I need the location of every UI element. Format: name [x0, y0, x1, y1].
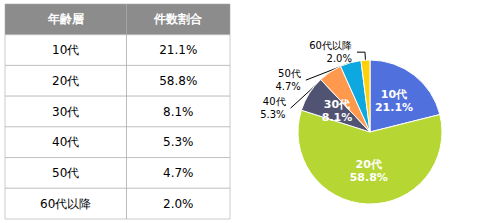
- svg-text:8.1%: 8.1%: [322, 111, 353, 124]
- svg-text:5.3%: 5.3%: [260, 109, 285, 120]
- svg-text:50代: 50代: [52, 166, 79, 180]
- svg-text:10代: 10代: [381, 88, 407, 101]
- svg-text:40代: 40代: [263, 96, 286, 107]
- svg-text:件数割合: 件数割合: [153, 12, 203, 26]
- svg-text:58.8%: 58.8%: [159, 74, 197, 88]
- svg-text:30代: 30代: [324, 98, 350, 111]
- svg-text:60代以降: 60代以降: [309, 40, 352, 51]
- svg-text:20代: 20代: [356, 158, 382, 171]
- svg-text:50代: 50代: [278, 68, 301, 79]
- svg-text:5.3%: 5.3%: [163, 135, 194, 149]
- svg-text:2.0%: 2.0%: [327, 53, 352, 64]
- svg-text:21.1%: 21.1%: [375, 101, 413, 114]
- svg-text:21.1%: 21.1%: [159, 43, 197, 57]
- svg-text:4.7%: 4.7%: [275, 81, 300, 92]
- svg-text:60代以降: 60代以降: [40, 197, 91, 211]
- svg-text:40代: 40代: [52, 135, 79, 149]
- svg-text:20代: 20代: [52, 74, 79, 88]
- svg-text:2.0%: 2.0%: [163, 197, 194, 211]
- svg-text:30代: 30代: [52, 105, 79, 119]
- svg-text:年齢層: 年齢層: [47, 12, 84, 26]
- svg-text:58.8%: 58.8%: [350, 171, 388, 184]
- svg-text:8.1%: 8.1%: [163, 105, 194, 119]
- svg-text:4.7%: 4.7%: [163, 166, 194, 180]
- svg-text:10代: 10代: [52, 43, 79, 57]
